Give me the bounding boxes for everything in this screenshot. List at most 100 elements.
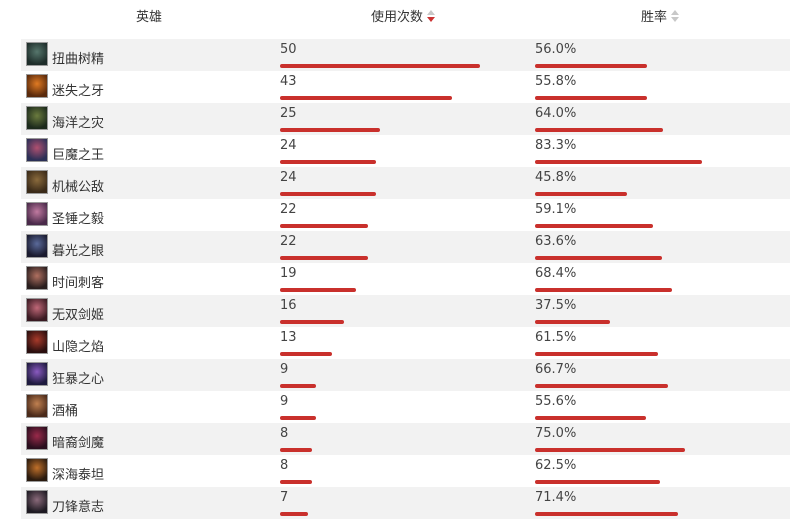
uses-bar [280,416,316,420]
win-rate-bar [535,448,685,452]
hero-name[interactable]: 狂暴之心 [52,372,105,387]
hero-name[interactable]: 暮光之眼 [52,244,105,259]
uses-count: 19 [280,266,297,281]
poppy-portrait[interactable] [26,202,48,226]
win-rate-bar [535,512,678,516]
maokai-portrait[interactable] [26,42,48,66]
win-rate-value: 83.3% [535,138,577,153]
win-rate-value: 61.5% [535,330,577,345]
column-header-win-rate[interactable]: 胜率 [641,6,680,25]
win-rate-bar [535,320,610,324]
gnar-portrait[interactable] [26,74,48,98]
uses-count: 8 [280,426,289,441]
uses-count: 22 [280,202,297,217]
win-rate-bar [535,416,646,420]
win-rate-bar [535,96,647,100]
uses-count: 43 [280,74,297,89]
hero-name[interactable]: 机械公敌 [52,180,105,195]
uses-bar [280,64,480,68]
uses-count: 9 [280,394,289,409]
table-row: 时间刺客 19 68.4% [21,263,790,295]
hero-name[interactable]: 山隐之焰 [52,340,105,355]
ekko-portrait[interactable] [26,266,48,290]
uses-count: 8 [280,458,289,473]
win-rate-bar [535,64,647,68]
win-rate-value: 68.4% [535,266,577,281]
uses-bar [280,480,312,484]
hero-name[interactable]: 扭曲树精 [52,52,105,67]
win-rate-bar [535,480,660,484]
uses-bar [280,160,376,164]
win-rate-bar [535,384,668,388]
uses-count: 50 [280,42,297,57]
kennen-portrait[interactable] [26,362,48,386]
sort-desc-icon[interactable] [427,10,436,22]
hero-stats-table: 扭曲树精 50 56.0% 迷失之牙 43 55.8% 海洋之灾 25 64.0% 巨魔之王 24 8… [21,39,790,519]
uses-bar [280,96,452,100]
win-rate-bar [535,352,658,356]
sort-icon[interactable] [671,10,680,22]
uses-count: 9 [280,362,289,377]
uses-count: 22 [280,234,297,249]
table-row: 迷失之牙 43 55.8% [21,71,790,103]
shen-portrait[interactable] [26,234,48,258]
win-rate-bar [535,128,663,132]
win-rate-value: 71.4% [535,490,577,505]
win-rate-bar [535,288,672,292]
gragas-portrait[interactable] [26,394,48,418]
win-rate-bar [535,224,653,228]
uses-count: 24 [280,170,297,185]
fiora-portrait[interactable] [26,298,48,322]
win-rate-value: 55.6% [535,394,577,409]
uses-bar [280,128,380,132]
win-rate-value: 63.6% [535,234,577,249]
hero-name[interactable]: 无双剑姬 [52,308,105,323]
table-row: 刀锋意志 7 71.4% [21,487,790,519]
irelia-portrait[interactable] [26,490,48,514]
win-rate-value: 64.0% [535,106,577,121]
hero-name[interactable]: 圣锤之毅 [52,212,105,227]
uses-count: 7 [280,490,289,505]
hero-name[interactable]: 暗裔剑魔 [52,436,105,451]
trundle-portrait[interactable] [26,138,48,162]
column-header-hero: 英雄 [136,10,163,25]
hero-name[interactable]: 海洋之灾 [52,116,105,131]
table-row: 暗裔剑魔 8 75.0% [21,423,790,455]
table-row: 扭曲树精 50 56.0% [21,39,790,71]
aatrox-portrait[interactable] [26,426,48,450]
uses-bar [280,288,356,292]
hero-name[interactable]: 巨魔之王 [52,148,105,163]
uses-count: 24 [280,138,297,153]
table-row: 深海泰坦 8 62.5% [21,455,790,487]
uses-bar [280,256,368,260]
table-row: 无双剑姬 16 37.5% [21,295,790,327]
win-rate-value: 37.5% [535,298,577,313]
uses-bar [280,192,376,196]
uses-count: 16 [280,298,297,313]
win-rate-value: 45.8% [535,170,577,185]
uses-bar [280,512,308,516]
hero-name[interactable]: 迷失之牙 [52,84,105,99]
win-rate-bar [535,256,662,260]
win-rate-value: 66.7% [535,362,577,377]
table-header: 英雄 使用次数 胜率 [0,0,810,28]
table-row: 山隐之焰 13 61.5% [21,327,790,359]
hero-name[interactable]: 酒桶 [52,404,79,419]
win-rate-bar [535,192,627,196]
table-row: 巨魔之王 24 83.3% [21,135,790,167]
uses-bar [280,224,368,228]
hero-name[interactable]: 时间刺客 [52,276,105,291]
column-header-uses[interactable]: 使用次数 [371,6,436,25]
hero-name[interactable]: 深海泰坦 [52,468,105,483]
win-rate-value: 56.0% [535,42,577,57]
nautilus-portrait[interactable] [26,458,48,482]
win-rate-bar [535,160,702,164]
win-rate-value: 75.0% [535,426,577,441]
table-row: 暮光之眼 22 63.6% [21,231,790,263]
ornn-portrait[interactable] [26,330,48,354]
hero-name[interactable]: 刀锋意志 [52,500,105,515]
rumble-portrait[interactable] [26,170,48,194]
gangplank-portrait[interactable] [26,106,48,130]
win-rate-value: 55.8% [535,74,577,89]
column-header-uses-label: 使用次数 [371,10,424,25]
